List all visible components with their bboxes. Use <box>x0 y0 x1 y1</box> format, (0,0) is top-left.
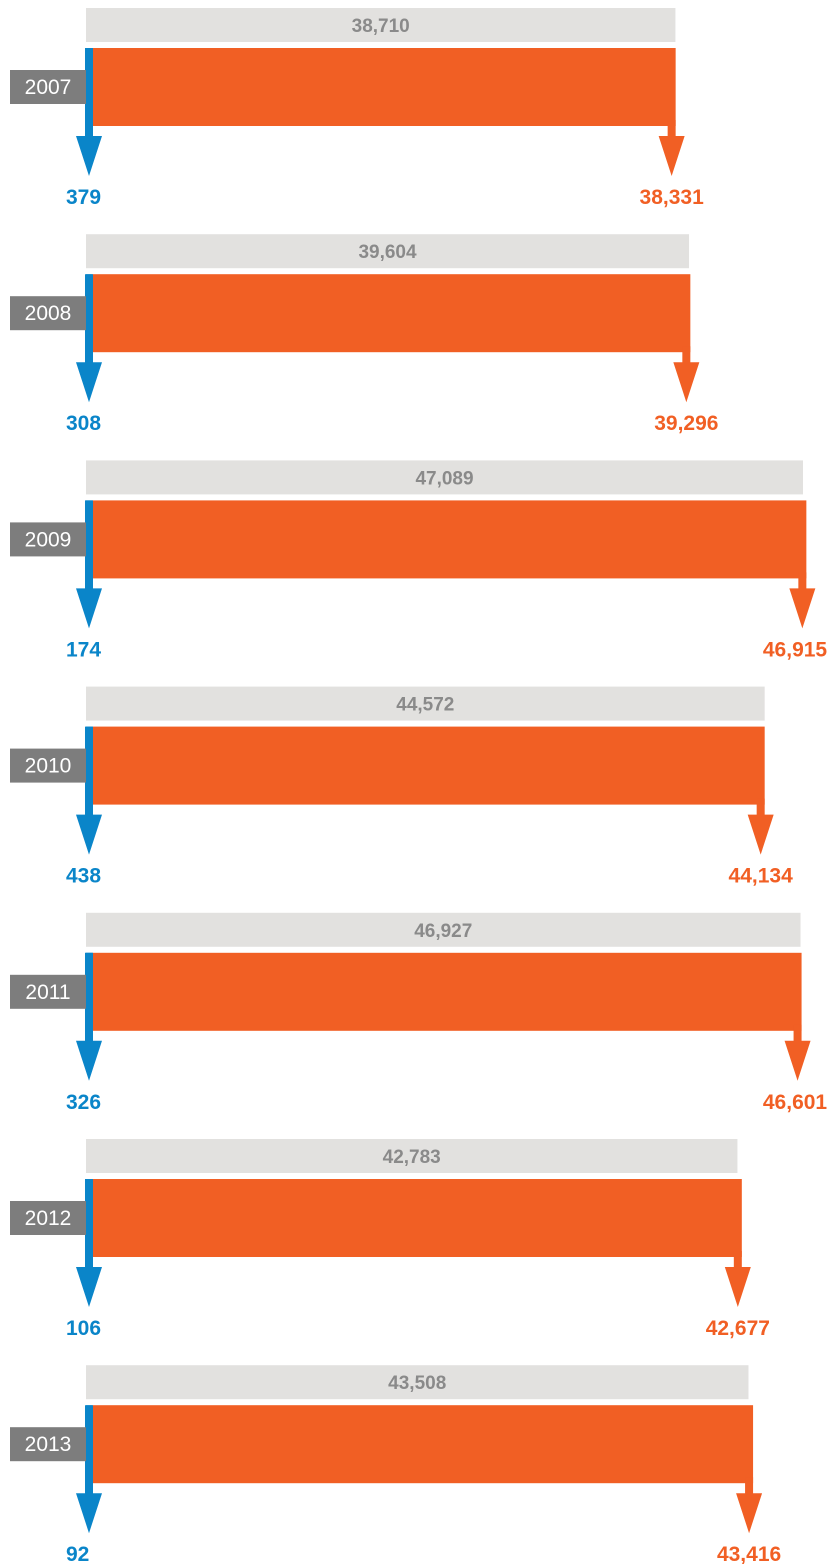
large-bar <box>92 1405 754 1484</box>
total-value-label: 38,710 <box>352 16 410 37</box>
large-value-label: 38,331 <box>640 186 705 209</box>
small-value-label: 106 <box>66 1317 101 1340</box>
large-arrow <box>784 1024 811 1081</box>
year-group-2009: 47,089 2009 174 46,915 <box>10 460 827 661</box>
year-label: 2009 <box>25 528 72 551</box>
year-group-2012: 42,783 2012 106 42,677 <box>10 1139 770 1340</box>
large-arrow <box>747 798 774 855</box>
small-value-label: 308 <box>66 412 101 435</box>
large-value-label: 43,416 <box>717 1543 781 1564</box>
year-box <box>10 70 86 104</box>
year-label: 2008 <box>25 302 72 325</box>
small-arrow <box>76 48 102 176</box>
small-arrow <box>76 1405 102 1534</box>
large-bar <box>92 500 807 579</box>
total-bar <box>86 1139 738 1173</box>
total-bar <box>86 234 690 269</box>
year-group-2013: 43,508 2013 92 43,416 <box>10 1365 781 1564</box>
year-label: 2012 <box>25 1207 72 1230</box>
year-group-2007: 38,710 2007 379 38,331 <box>10 8 704 209</box>
small-arrow <box>76 952 102 1081</box>
small-value-label: 379 <box>66 186 101 209</box>
large-arrow <box>736 1477 763 1534</box>
large-value-label: 39,296 <box>654 412 718 435</box>
year-group-2010: 44,572 2010 438 44,134 <box>10 686 794 888</box>
total-value-label: 44,572 <box>396 695 454 716</box>
total-value-label: 43,508 <box>388 1373 446 1394</box>
year-group-2008: 39,604 2008 308 39,296 <box>10 234 718 435</box>
total-bar <box>86 1365 749 1400</box>
year-label: 2013 <box>25 1433 72 1456</box>
large-value-label: 44,134 <box>729 865 794 888</box>
large-value-label: 46,601 <box>763 1091 828 1114</box>
total-value-label: 46,927 <box>414 921 472 942</box>
large-bar <box>92 1179 742 1257</box>
large-arrow <box>673 346 700 403</box>
small-value-label: 438 <box>66 865 101 888</box>
large-arrow <box>789 572 816 629</box>
large-value-label: 46,915 <box>763 638 828 661</box>
large-bar <box>92 726 765 805</box>
large-arrow <box>724 1251 751 1307</box>
total-bar <box>86 686 765 721</box>
year-box <box>10 296 86 331</box>
total-bar <box>86 912 801 947</box>
small-arrow <box>76 500 102 629</box>
small-arrow <box>76 726 102 855</box>
total-bar <box>86 8 676 42</box>
total-bar <box>86 460 803 495</box>
year-group-2011: 46,927 2011 326 46,601 <box>10 912 828 1114</box>
small-arrow <box>76 274 102 403</box>
year-box <box>10 974 86 1009</box>
large-value-label: 42,677 <box>706 1317 770 1340</box>
small-value-label: 92 <box>66 1543 89 1564</box>
year-label: 2007 <box>25 76 72 99</box>
large-arrow <box>658 120 685 176</box>
large-bar <box>92 274 691 353</box>
year-box <box>10 522 86 557</box>
year-label: 2010 <box>25 755 72 778</box>
year-box <box>10 1201 86 1235</box>
small-arrow <box>76 1179 102 1307</box>
year-box <box>10 748 86 783</box>
large-bar <box>92 952 802 1031</box>
large-bar <box>92 48 676 126</box>
total-value-label: 39,604 <box>358 242 417 263</box>
year-label: 2011 <box>25 981 70 1004</box>
total-value-label: 42,783 <box>383 1147 441 1168</box>
small-value-label: 174 <box>66 638 101 661</box>
total-value-label: 47,089 <box>415 468 473 489</box>
small-value-label: 326 <box>66 1091 101 1114</box>
year-box <box>10 1427 86 1462</box>
